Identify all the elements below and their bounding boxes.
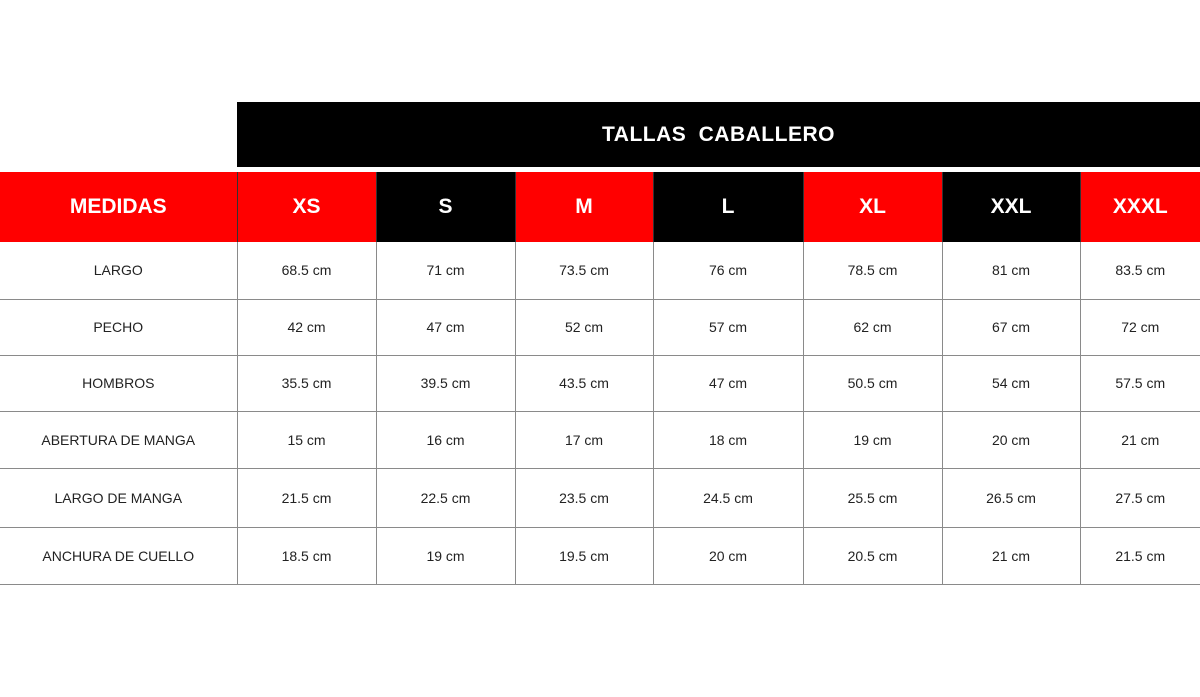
table-body: LARGO 68.5 cm 71 cm 73.5 cm 76 cm 78.5 cm 81 c… (0, 242, 1200, 585)
measurement-cell: 20 cm (653, 527, 804, 585)
measurement-cell: 20 cm (942, 411, 1081, 469)
measurement-cell: 20.5 cm (803, 527, 943, 585)
header-medidas: MEDIDAS (0, 172, 238, 242)
measurement-cell: 76 cm (653, 242, 804, 300)
header-size-xxl: XXL (942, 172, 1081, 242)
measurement-cell: 43.5 cm (515, 355, 654, 412)
measurement-cell: 15 cm (237, 411, 377, 469)
header-size-m: M (515, 172, 654, 242)
measurement-cell: 21 cm (942, 527, 1081, 585)
measurement-cell: 71 cm (376, 242, 516, 300)
header-row: MEDIDAS XS S M L XL XXL XXXL (0, 172, 1200, 242)
header-size-xl: XL (803, 172, 943, 242)
measurement-cell: 19.5 cm (515, 527, 654, 585)
table-title: TALLAS CABALLERO (237, 102, 1200, 167)
table-row: LARGO 68.5 cm 71 cm 73.5 cm 76 cm 78.5 cm 81 c… (0, 242, 1200, 300)
table-row: ABERTURA DE MANGA 15 cm 16 cm 17 cm 18 cm 19 … (0, 411, 1200, 469)
row-label: PECHO (0, 299, 238, 356)
measurement-cell: 72 cm (1080, 299, 1200, 356)
measurement-cell: 54 cm (942, 355, 1081, 412)
measurement-cell: 19 cm (803, 411, 943, 469)
measurement-cell: 68.5 cm (237, 242, 377, 300)
measurement-cell: 52 cm (515, 299, 654, 356)
measurement-cell: 24.5 cm (653, 468, 804, 528)
table-row: HOMBROS 35.5 cm 39.5 cm 43.5 cm 47 cm 50.5 cm… (0, 355, 1200, 412)
measurement-cell: 22.5 cm (376, 468, 516, 528)
measurement-cell: 21 cm (1080, 411, 1200, 469)
measurement-cell: 78.5 cm (803, 242, 943, 300)
measurement-cell: 47 cm (653, 355, 804, 412)
measurement-cell: 67 cm (942, 299, 1081, 356)
measurement-cell: 16 cm (376, 411, 516, 469)
size-chart-table: MEDIDAS XS S M L XL XXL XXXL LARGO 68.5 cm 71 cm… (0, 172, 1200, 585)
measurement-cell: 17 cm (515, 411, 654, 469)
table-row: ANCHURA DE CUELLO 18.5 cm 19 cm 19.5 cm 20 c… (0, 527, 1200, 585)
measurement-cell: 23.5 cm (515, 468, 654, 528)
header-size-xs: XS (237, 172, 377, 242)
table-row: PECHO 42 cm 47 cm 52 cm 57 cm 62 cm 67 cm 72 cm (0, 299, 1200, 356)
measurement-cell: 27.5 cm (1080, 468, 1200, 528)
measurement-cell: 19 cm (376, 527, 516, 585)
measurement-cell: 47 cm (376, 299, 516, 356)
measurement-cell: 73.5 cm (515, 242, 654, 300)
measurement-cell: 57 cm (653, 299, 804, 356)
row-label: ANCHURA DE CUELLO (0, 527, 238, 585)
row-label: ABERTURA DE MANGA (0, 411, 238, 469)
measurement-cell: 39.5 cm (376, 355, 516, 412)
header-size-s: S (376, 172, 516, 242)
measurement-cell: 21.5 cm (237, 468, 377, 528)
measurement-cell: 21.5 cm (1080, 527, 1200, 585)
row-label: HOMBROS (0, 355, 238, 412)
measurement-cell: 83.5 cm (1080, 242, 1200, 300)
measurement-cell: 26.5 cm (942, 468, 1081, 528)
measurement-cell: 35.5 cm (237, 355, 377, 412)
measurement-cell: 57.5 cm (1080, 355, 1200, 412)
table-row: LARGO DE MANGA 21.5 cm 22.5 cm 23.5 cm 24.5 … (0, 468, 1200, 528)
measurement-cell: 18 cm (653, 411, 804, 469)
measurement-cell: 81 cm (942, 242, 1081, 300)
measurement-cell: 42 cm (237, 299, 377, 356)
measurement-cell: 25.5 cm (803, 468, 943, 528)
header-size-l: L (653, 172, 804, 242)
measurement-cell: 18.5 cm (237, 527, 377, 585)
header-size-xxxl: XXXL (1080, 172, 1200, 242)
row-label: LARGO DE MANGA (0, 468, 238, 528)
row-label: LARGO (0, 242, 238, 300)
measurement-cell: 50.5 cm (803, 355, 943, 412)
measurement-cell: 62 cm (803, 299, 943, 356)
